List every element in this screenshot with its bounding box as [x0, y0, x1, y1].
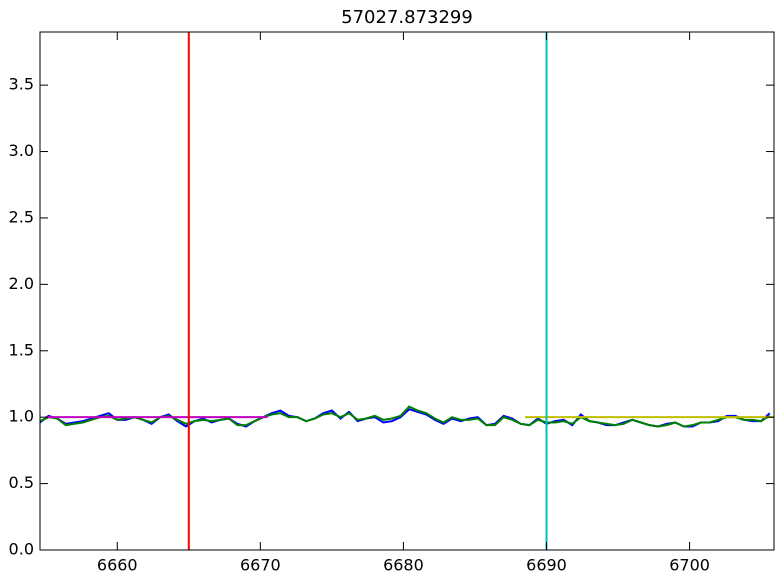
y-tick-label: 1.0	[9, 407, 34, 426]
x-tick-label: 6660	[97, 556, 138, 575]
y-tick-label: 2.0	[9, 274, 34, 293]
x-tick-label: 6680	[383, 556, 424, 575]
y-tick-label: 3.0	[9, 141, 34, 160]
y-tick-label: 0.0	[9, 540, 34, 559]
y-tick-label: 2.5	[9, 207, 34, 226]
chart-title: 57027.873299	[341, 7, 473, 28]
x-tick-label: 6700	[669, 556, 710, 575]
axes-frame	[39, 31, 775, 551]
plot-area	[40, 32, 774, 550]
y-tick-label: 0.5	[9, 473, 34, 492]
x-tick-label: 6690	[526, 556, 567, 575]
x-tick-label: 6670	[240, 556, 281, 575]
y-tick-label: 3.5	[9, 75, 34, 94]
y-tick-label: 1.5	[9, 340, 34, 359]
